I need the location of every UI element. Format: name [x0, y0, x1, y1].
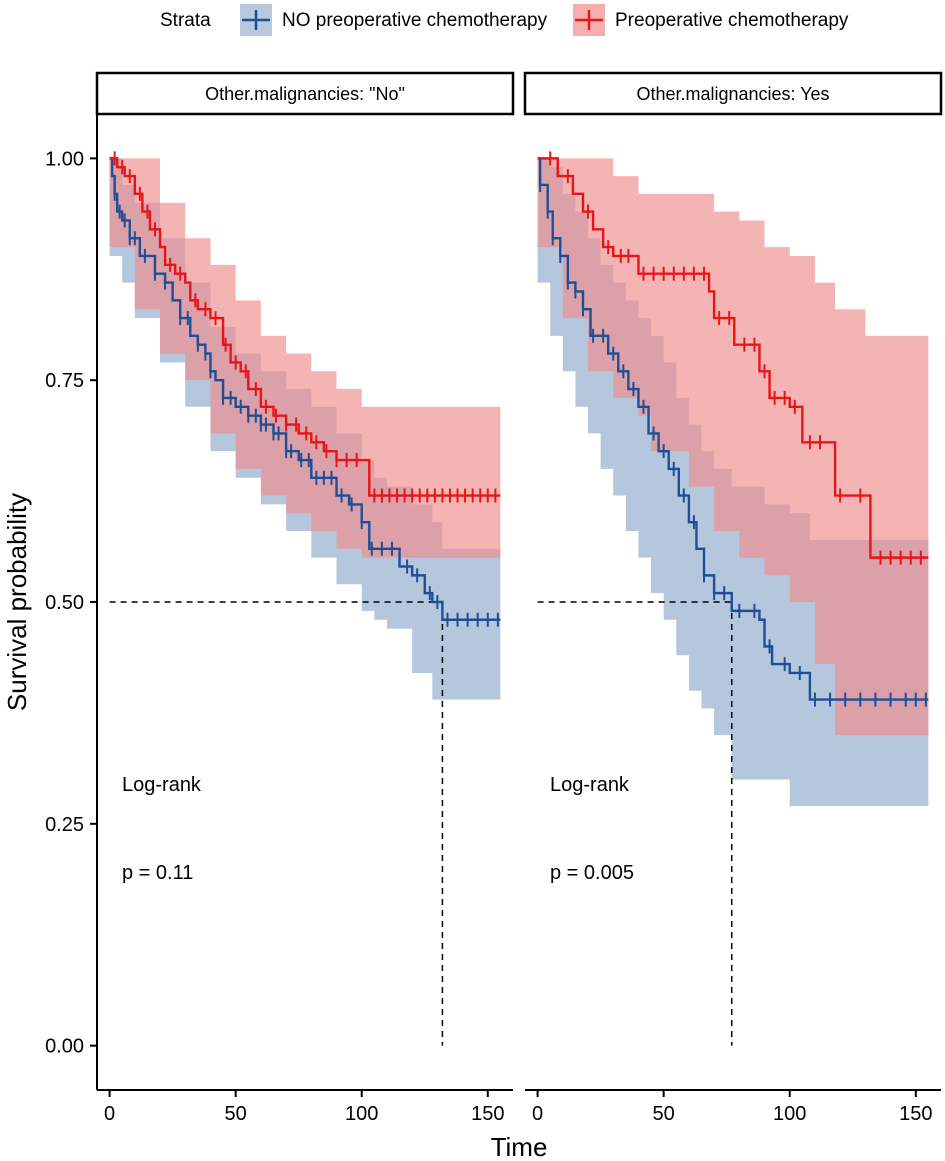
- legend-key-no-chemo: [240, 4, 272, 36]
- legend-label-no-chemo: NO preoperative chemotherapy: [282, 10, 548, 31]
- ci-band-chemo: [109, 158, 501, 558]
- p-value-right: p = 0.005: [550, 862, 634, 884]
- y-tick-label: 0.75: [45, 370, 84, 392]
- x-tick-label: 100: [345, 1103, 378, 1125]
- panel-strip-right: Other.malignancies: Yes: [523, 71, 943, 116]
- legend-label-chemo: Preoperative chemotherapy: [615, 10, 849, 31]
- x-tick-label: 100: [773, 1103, 806, 1125]
- survival-curve-no-chemo: [537, 157, 929, 701]
- p-value-left: p = 0.11: [122, 862, 193, 884]
- strip-label-left: Other.malignancies: "No": [205, 84, 405, 104]
- y-axis-title: Survival probability: [2, 493, 32, 711]
- survival-curve-chemo: [537, 157, 929, 559]
- survival-curve-chemo: [109, 157, 501, 497]
- panel-strip-left: Other.malignancies: "No": [95, 71, 515, 116]
- x-tick-label: 50: [653, 1103, 675, 1125]
- x-tick-label: 0: [104, 1103, 115, 1125]
- x-tick-label: 0: [532, 1103, 543, 1125]
- y-tick-label: 0.50: [45, 592, 84, 614]
- x-tick-label: 150: [899, 1103, 932, 1125]
- x-tick-label: 50: [225, 1103, 247, 1125]
- y-tick-label: 0.25: [45, 814, 84, 836]
- y-tick-label: 1.00: [45, 148, 84, 170]
- legend-title: Strata: [160, 10, 211, 31]
- strip-label-right: Other.malignancies: Yes: [636, 84, 829, 104]
- y-axis-ticks: 0.00 0.25 0.50 0.75 1.00: [45, 148, 97, 1058]
- test-label-right: Log-rank: [550, 774, 630, 796]
- legend: Strata NO preoperative chemotherapy Preo…: [160, 4, 849, 36]
- legend-key-chemo: [573, 4, 605, 36]
- x-tick-label: 150: [471, 1103, 504, 1125]
- x-axis-title: Time: [491, 1132, 548, 1161]
- panel-right: [537, 151, 929, 1046]
- x-axis-ticks: 0 50 100 150 0 50 100 150: [104, 1090, 932, 1125]
- ci-band-chemo: [537, 158, 929, 736]
- y-tick-label: 0.00: [45, 1036, 84, 1058]
- test-label-left: Log-rank: [122, 774, 202, 796]
- panel-left: [109, 151, 501, 1046]
